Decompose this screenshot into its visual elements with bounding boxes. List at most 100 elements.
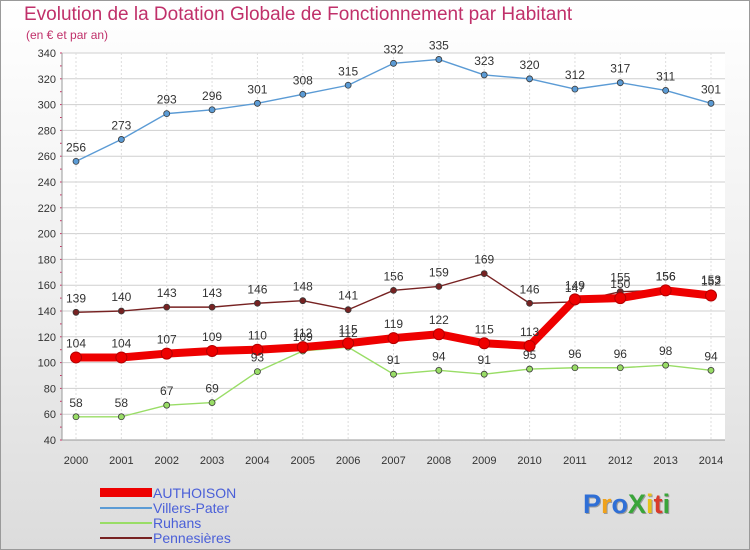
x-tick-label: 2002 <box>154 455 178 467</box>
data-point <box>115 351 128 364</box>
data-label: 146 <box>247 282 267 296</box>
data-label: 122 <box>429 313 449 327</box>
x-tick-label: 2010 <box>517 455 541 467</box>
data-point <box>616 364 624 372</box>
data-label: 150 <box>610 277 630 291</box>
data-point <box>568 293 581 306</box>
data-point <box>344 306 352 314</box>
data-label: 98 <box>659 344 673 358</box>
data-point <box>659 284 672 297</box>
x-tick-label: 2014 <box>699 455 723 467</box>
x-tick-label: 2003 <box>200 455 224 467</box>
data-point <box>387 332 400 345</box>
data-point <box>390 286 397 294</box>
data-point <box>478 337 491 350</box>
data-point <box>163 303 171 311</box>
data-label: 58 <box>115 396 129 410</box>
y-tick-label: 60 <box>44 409 56 421</box>
data-label: 293 <box>157 93 177 107</box>
data-point <box>72 157 80 165</box>
data-label: 152 <box>701 275 721 289</box>
data-label: 143 <box>202 286 222 300</box>
y-tick-label: 320 <box>38 74 56 86</box>
legend-swatch <box>100 537 152 539</box>
data-point <box>662 87 670 94</box>
y-tick-label: 40 <box>44 435 56 447</box>
y-tick-label: 140 <box>38 306 56 318</box>
data-label: 147 <box>565 281 585 295</box>
data-label: 155 <box>610 271 630 285</box>
logo-letter: i <box>646 489 654 519</box>
x-tick-label: 2000 <box>64 455 88 467</box>
data-point <box>208 399 216 406</box>
x-tick-label: 2005 <box>291 455 315 467</box>
data-point <box>480 71 488 79</box>
y-tick-label: 280 <box>38 125 56 137</box>
data-label: 113 <box>520 325 539 339</box>
data-point <box>707 99 715 107</box>
data-point <box>117 307 125 315</box>
data-point <box>526 365 533 373</box>
y-tick-label: 260 <box>38 151 56 163</box>
data-label: 112 <box>339 326 358 340</box>
x-tick-label: 2009 <box>472 455 496 467</box>
data-label: 312 <box>565 68 585 82</box>
y-tick-label: 300 <box>38 100 56 112</box>
data-label: 301 <box>701 82 721 96</box>
legend-swatch <box>100 507 152 509</box>
data-label: 146 <box>520 282 540 296</box>
data-label: 96 <box>614 347 628 361</box>
data-point <box>390 59 397 67</box>
y-tick-label: 180 <box>38 254 56 266</box>
data-point <box>160 347 173 360</box>
data-point <box>72 308 80 316</box>
data-point <box>705 289 717 302</box>
data-label: 110 <box>248 329 267 343</box>
data-label: 323 <box>474 54 494 68</box>
chart-subtitle: (en € et par an) <box>26 28 109 42</box>
x-tick-label: 2001 <box>109 455 133 467</box>
data-label: 67 <box>160 384 174 398</box>
data-label: 93 <box>251 351 265 365</box>
y-tick-label: 100 <box>38 358 56 370</box>
data-label: 94 <box>432 349 446 363</box>
legend-swatch <box>100 522 152 524</box>
y-tick-label: 200 <box>38 229 56 241</box>
data-label: 335 <box>429 38 449 52</box>
data-point <box>163 401 171 409</box>
data-label: 301 <box>247 82 267 96</box>
data-label: 141 <box>338 289 358 303</box>
data-point <box>342 337 355 350</box>
x-tick-label: 2008 <box>427 455 451 467</box>
data-point <box>432 328 445 341</box>
data-point <box>571 364 579 372</box>
legend-swatch <box>100 488 152 497</box>
data-label: 58 <box>69 396 83 410</box>
data-point <box>251 343 264 356</box>
data-label: 109 <box>202 330 222 344</box>
data-point <box>254 368 261 376</box>
data-label: 320 <box>520 58 540 72</box>
data-label: 91 <box>478 353 492 367</box>
legend-label: Ruhans <box>153 515 202 531</box>
data-point <box>480 370 488 378</box>
data-point <box>526 75 533 83</box>
data-point <box>70 351 82 364</box>
data-point <box>117 136 125 143</box>
data-label: 317 <box>610 62 630 76</box>
legend-label: AUTHOISON <box>153 485 237 501</box>
x-tick-label: 2012 <box>608 455 632 467</box>
data-label: 139 <box>66 291 86 305</box>
data-label: 149 <box>565 278 585 292</box>
data-label: 315 <box>338 64 358 78</box>
data-label: 332 <box>383 42 403 56</box>
data-point <box>296 341 309 354</box>
y-tick-label: 240 <box>38 177 56 189</box>
y-tick-label: 120 <box>38 332 56 344</box>
data-label: 119 <box>384 317 403 331</box>
data-point <box>344 81 352 89</box>
data-label: 69 <box>205 382 219 396</box>
data-point <box>435 283 443 290</box>
data-point <box>208 106 216 114</box>
y-tick-label: 220 <box>38 203 56 215</box>
